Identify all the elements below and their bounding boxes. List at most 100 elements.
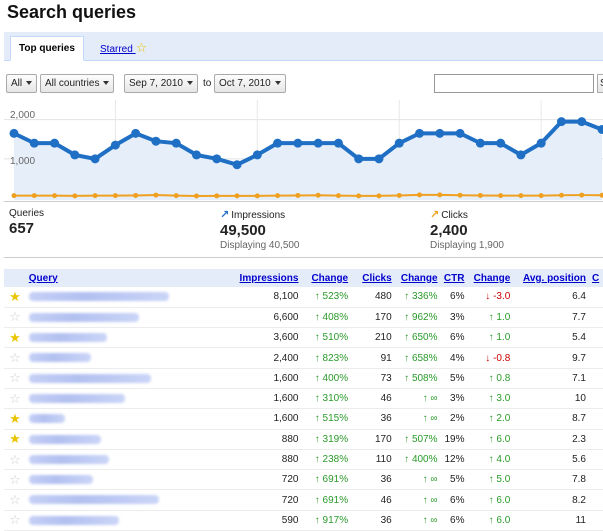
impressions-point[interactable] <box>516 150 526 160</box>
clicks-point[interactable] <box>396 192 402 198</box>
col-header-ctr-change[interactable]: Change <box>467 269 514 287</box>
impressions-point[interactable] <box>333 138 343 148</box>
impressions-point[interactable] <box>455 128 465 138</box>
star-toggle[interactable]: ★ <box>4 287 26 308</box>
clicks-point[interactable] <box>31 193 37 199</box>
col-header-ctr[interactable]: CTR <box>440 269 468 287</box>
impressions-point[interactable] <box>50 138 60 148</box>
query-link[interactable] <box>25 327 186 349</box>
query-link[interactable] <box>25 489 186 511</box>
impressions-point[interactable] <box>90 154 100 164</box>
clicks-point[interactable] <box>72 193 78 199</box>
query-link[interactable] <box>25 347 186 369</box>
impressions-point[interactable] <box>171 138 181 148</box>
clicks-point[interactable] <box>173 193 179 199</box>
star-toggle[interactable]: ★ <box>4 429 26 450</box>
clicks-point[interactable] <box>112 193 118 199</box>
clicks-point[interactable] <box>234 193 240 199</box>
clicks-point[interactable] <box>275 193 281 199</box>
impressions-point[interactable] <box>212 154 222 164</box>
col-header-impressions[interactable]: Impressions <box>185 269 302 287</box>
date-to-dropdown[interactable]: Oct 7, 2010 <box>214 74 286 93</box>
clicks-point[interactable] <box>214 193 220 199</box>
col-header-clicks[interactable]: Clicks <box>351 269 395 287</box>
query-link[interactable] <box>25 469 186 491</box>
impressions-point[interactable] <box>435 128 445 138</box>
clicks-point[interactable] <box>599 192 603 198</box>
impressions-point[interactable] <box>151 136 161 146</box>
clicks-point[interactable] <box>538 193 544 199</box>
impressions-point[interactable] <box>273 138 283 148</box>
clicks-point[interactable] <box>518 193 524 199</box>
clicks-point[interactable] <box>437 192 443 198</box>
query-link[interactable] <box>25 449 186 471</box>
star-toggle[interactable]: ★ <box>4 408 26 430</box>
clicks-point[interactable] <box>11 193 17 199</box>
star-toggle[interactable]: ☆ <box>4 449 26 471</box>
star-toggle[interactable]: ★ <box>4 327 26 349</box>
query-link[interactable] <box>25 388 186 410</box>
impressions-point[interactable] <box>475 138 485 148</box>
search-type-dropdown[interactable]: All <box>6 74 38 93</box>
query-link[interactable] <box>25 307 186 329</box>
search-button[interactable]: S <box>597 74 603 93</box>
impressions-point[interactable] <box>313 138 323 148</box>
impressions-point[interactable] <box>577 117 587 127</box>
col-header-avg-position[interactable]: Avg. position <box>513 269 589 287</box>
query-search-input[interactable] <box>434 74 594 93</box>
clicks-point[interactable] <box>558 192 564 198</box>
star-toggle[interactable]: ☆ <box>4 388 26 410</box>
impressions-point[interactable] <box>29 138 39 148</box>
impressions-point[interactable] <box>354 154 364 164</box>
clicks-point[interactable] <box>193 193 199 199</box>
star-toggle[interactable]: ☆ <box>4 510 26 531</box>
star-toggle[interactable]: ☆ <box>4 489 26 511</box>
clicks-point[interactable] <box>295 192 301 198</box>
query-link[interactable] <box>25 287 186 308</box>
clicks-point[interactable] <box>457 192 463 198</box>
query-link[interactable] <box>25 510 186 531</box>
impressions-point[interactable] <box>597 124 603 134</box>
star-toggle[interactable]: ☆ <box>4 347 26 369</box>
star-toggle[interactable]: ☆ <box>4 368 26 389</box>
impressions-point[interactable] <box>536 138 546 148</box>
clicks-point[interactable] <box>153 192 159 198</box>
tab-top-queries[interactable]: Top queries <box>10 36 84 61</box>
clicks-point[interactable] <box>417 192 423 198</box>
clicks-point[interactable] <box>579 192 585 198</box>
clicks-point[interactable] <box>376 193 382 199</box>
impressions-point[interactable] <box>556 117 566 127</box>
col-header-extra[interactable]: C <box>588 269 603 287</box>
impressions-point[interactable] <box>131 128 141 138</box>
impressions-point[interactable] <box>232 160 242 170</box>
clicks-point[interactable] <box>92 193 98 199</box>
star-toggle[interactable]: ☆ <box>4 307 26 329</box>
clicks-point[interactable] <box>335 193 341 199</box>
clicks-point[interactable] <box>52 193 58 199</box>
date-from-dropdown[interactable]: Sep 7, 2010 <box>124 74 198 93</box>
impressions-point[interactable] <box>415 128 425 138</box>
impressions-point[interactable] <box>9 128 19 138</box>
impressions-point[interactable] <box>191 150 201 160</box>
impressions-point[interactable] <box>394 138 404 148</box>
query-link[interactable] <box>25 408 186 430</box>
query-link[interactable] <box>25 368 186 389</box>
query-link[interactable] <box>25 429 186 450</box>
col-header-query[interactable]: Query <box>25 269 186 287</box>
clicks-point[interactable] <box>356 193 362 199</box>
tab-starred[interactable]: Starred ☆ <box>92 36 155 61</box>
impressions-point[interactable] <box>374 154 384 164</box>
col-header-impressions-change[interactable]: Change <box>301 269 352 287</box>
clicks-point[interactable] <box>254 193 260 199</box>
col-header-clicks-change[interactable]: Change <box>394 269 441 287</box>
impressions-point[interactable] <box>496 138 506 148</box>
impressions-point[interactable] <box>252 150 262 160</box>
clicks-point[interactable] <box>133 192 139 198</box>
clicks-point[interactable] <box>498 193 504 199</box>
impressions-point[interactable] <box>70 150 80 160</box>
impressions-point[interactable] <box>293 138 303 148</box>
country-dropdown[interactable]: All countries <box>40 74 115 93</box>
impressions-point[interactable] <box>110 140 120 150</box>
clicks-point[interactable] <box>315 192 321 198</box>
clicks-point[interactable] <box>477 192 483 198</box>
